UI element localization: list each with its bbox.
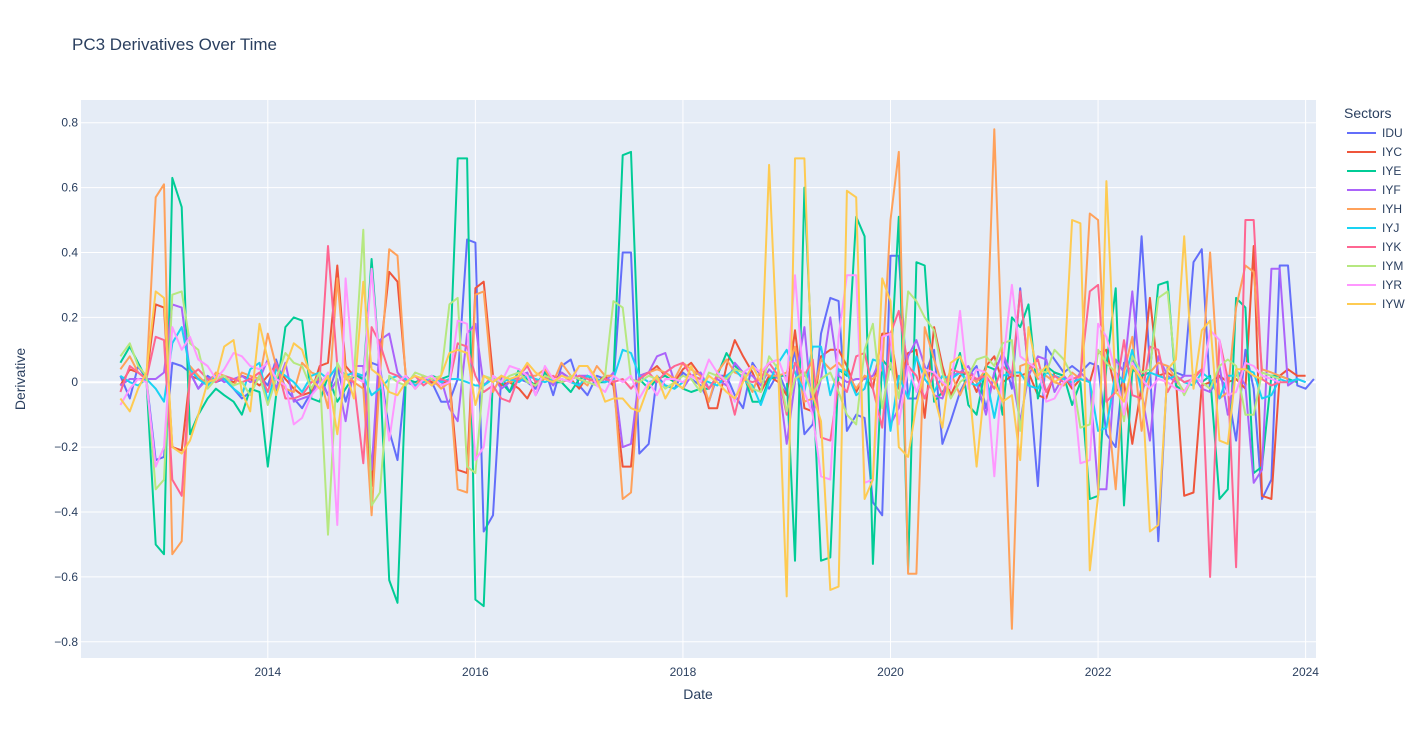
legend-item-iyk[interactable]: IYK [1347, 240, 1401, 254]
legend-item-iym[interactable]: IYM [1347, 259, 1403, 273]
x-tick-label: 2016 [462, 665, 489, 679]
legend-item-iyc[interactable]: IYC [1347, 145, 1402, 159]
legend-item-iyf[interactable]: IYF [1347, 183, 1401, 197]
series-lines[interactable] [119, 128, 1315, 630]
chart-title: PC3 Derivatives Over Time [72, 35, 277, 54]
y-tick-label: 0.2 [61, 310, 78, 324]
legend-item-iyj[interactable]: IYJ [1347, 221, 1399, 235]
x-axis-label: Date [683, 686, 713, 702]
y-axis-label: Derivative [12, 348, 28, 410]
legend[interactable]: Sectors IDU IYC IYE IYF IYH IYJ IYK IYM IYR IYW [1344, 105, 1405, 311]
legend-item-iyh[interactable]: IYH [1347, 202, 1402, 216]
series-line-iyw[interactable] [119, 157, 1263, 598]
legend-label: IYK [1382, 240, 1401, 254]
x-tick-label: 2024 [1292, 665, 1319, 679]
x-tick-label: 2018 [670, 665, 697, 679]
y-tick-label: 0.6 [61, 181, 78, 195]
y-tick-label: 0.8 [61, 116, 78, 130]
y-tick-label: −0.8 [54, 635, 78, 649]
legend-label: IYH [1382, 202, 1402, 216]
legend-label: IYR [1382, 278, 1402, 292]
x-tick-label: 2022 [1085, 665, 1112, 679]
y-tick-label: 0.4 [61, 245, 78, 259]
y-tick-label: −0.2 [54, 440, 78, 454]
legend-label: IYJ [1382, 221, 1399, 235]
legend-label: IYW [1382, 297, 1405, 311]
legend-label: IYF [1382, 183, 1401, 197]
legend-item-iye[interactable]: IYE [1347, 164, 1401, 178]
x-tick-label: 2020 [877, 665, 904, 679]
legend-label: IYC [1382, 145, 1402, 159]
legend-label: IYE [1382, 164, 1401, 178]
x-tick-label: 2014 [254, 665, 281, 679]
y-tick-label: −0.4 [54, 505, 78, 519]
legend-item-idu[interactable]: IDU [1347, 126, 1403, 140]
legend-item-iyw[interactable]: IYW [1347, 297, 1405, 311]
legend-title: Sectors [1344, 105, 1391, 121]
legend-label: IDU [1382, 126, 1403, 140]
y-tick-label: 0 [71, 375, 78, 389]
legend-item-iyr[interactable]: IYR [1347, 278, 1402, 292]
legend-label: IYM [1382, 259, 1403, 273]
y-tick-label: −0.6 [54, 570, 78, 584]
axis-ticks: −0.8 −0.6 −0.4 −0.2 0 0.2 0.4 0.6 0.8 2014 2016 201… [54, 116, 1319, 679]
